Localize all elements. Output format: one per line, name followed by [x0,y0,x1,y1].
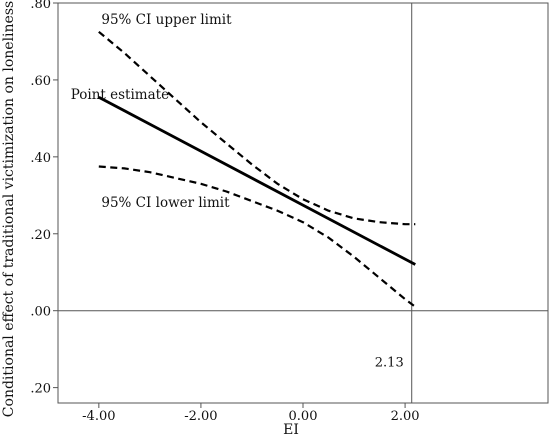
x-tick-label: 2.00 [391,409,420,424]
y-tick-label: .00 [30,305,51,320]
series-line-2 [98,165,416,308]
series-layer [98,30,416,308]
y-tick-label: .40 [30,151,51,166]
x-axis: -4.00 -2.00 0.00 2.00 [82,403,420,424]
x-axis-title: EI [283,422,299,438]
x-tick-label: -2.00 [184,409,217,424]
y-tick-label: .80 [30,0,51,12]
series-annotation: 95% CI lower limit [101,195,230,211]
y-tick-label: .60 [30,74,51,89]
series-line-1 [98,30,416,226]
x-tick-label: 0.00 [289,409,318,424]
series-annotation: 95% CI upper limit [101,12,232,28]
y-tick-label: .20 [30,382,51,397]
johnson-neyman-label: 2.13 [375,355,404,370]
y-axis: .80 .60 .40 .20 .00 .20 [30,0,58,397]
x-tick-label: -4.00 [82,409,115,424]
annotations: 95% CI upper limit Point estimate 95% CI l… [71,12,232,211]
y-tick-label: .20 [30,228,51,243]
series-line-0 [98,95,416,266]
series-annotation: Point estimate [71,87,169,103]
y-axis-title: Conditional effect of traditional victim… [1,1,17,417]
reference-lines: 2.13 [58,3,548,403]
